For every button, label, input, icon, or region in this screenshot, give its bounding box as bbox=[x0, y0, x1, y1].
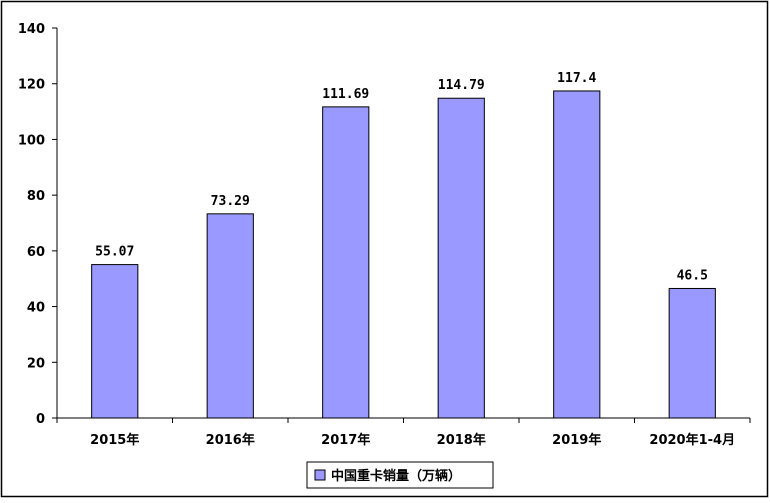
legend: 中国重卡销量（万辆） bbox=[306, 461, 494, 489]
data-labels: 55.07 73.29 111.69 114.79 117.4 46.5 bbox=[95, 71, 708, 284]
legend-box bbox=[306, 461, 494, 489]
x-tick-label: 2019年 bbox=[552, 432, 601, 448]
bar bbox=[91, 264, 139, 419]
x-tick-label: 2020年1-4月 bbox=[649, 432, 735, 448]
x-tick-label: 2017年 bbox=[321, 432, 370, 448]
y-tick-label: 60 bbox=[27, 245, 45, 260]
bar bbox=[322, 106, 370, 419]
y-tick-label: 100 bbox=[18, 133, 45, 148]
data-label: 111.69 bbox=[322, 87, 369, 102]
bar bbox=[668, 287, 716, 419]
y-tick-label: 120 bbox=[18, 78, 45, 93]
x-tick-label: 2016年 bbox=[206, 432, 255, 448]
x-tick-label: 2015年 bbox=[90, 432, 139, 448]
y-tick-label: 20 bbox=[27, 356, 45, 371]
legend-swatch bbox=[314, 469, 326, 481]
bars bbox=[91, 90, 716, 419]
y-axis: 0 20 40 60 80 100 120 140 bbox=[18, 22, 58, 427]
data-label: 73.29 bbox=[211, 194, 250, 209]
data-label: 114.79 bbox=[438, 78, 485, 93]
y-tick-label: 80 bbox=[27, 189, 45, 204]
y-tick-label: 40 bbox=[27, 301, 45, 316]
data-label: 46.5 bbox=[677, 268, 708, 283]
bar bbox=[553, 90, 601, 419]
x-axis: 2015年 2016年 2017年 2018年 2019年 2020年1-4月 bbox=[56, 417, 751, 448]
legend-label: 中国重卡销量（万辆） bbox=[331, 468, 461, 484]
data-label: 117.4 bbox=[557, 71, 596, 86]
x-tick-label: 2018年 bbox=[437, 432, 486, 448]
bar bbox=[437, 97, 485, 419]
y-tick-label: 140 bbox=[18, 22, 45, 37]
data-label: 55.07 bbox=[95, 245, 134, 260]
bar bbox=[206, 213, 254, 419]
y-tick-label: 0 bbox=[36, 412, 45, 427]
